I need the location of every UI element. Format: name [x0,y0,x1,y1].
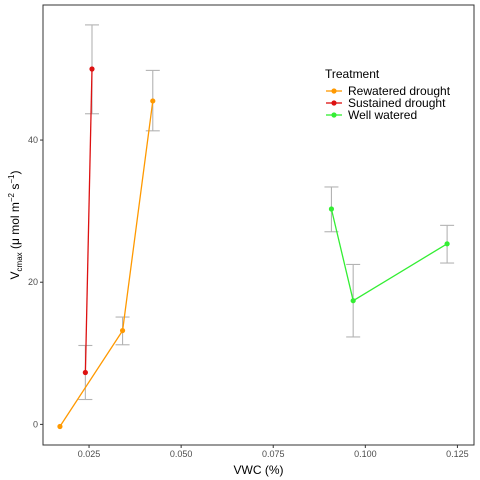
legend-label: Well watered [348,108,417,122]
y-axis-title-mid: (μ mol m [8,202,22,252]
data-point [350,298,356,304]
legend-label: Rewatered drought [348,84,451,98]
series-points [57,66,450,430]
x-axis: 0.025 0.050 0.075 0.100 0.125 [78,445,469,459]
y-axis-title-sup2: −1 [7,174,16,184]
legend-key-point [331,100,337,106]
y-axis-title-sup1: −2 [7,192,16,202]
data-point [89,66,95,72]
plot-panel-border [42,4,475,446]
y-axis-title-base: V [8,271,22,279]
y-axis-title-sub: cmax [15,252,24,271]
data-point [57,423,63,430]
data-point [150,98,156,104]
y-axis-title-mid2: s [8,184,22,193]
y-axis-title: Vcmax (μ mol m−2 s−1) [7,171,24,280]
legend-key-point [331,88,337,94]
y-axis: 0 20 40 [28,135,43,429]
x-axis-title: VWC (%) [234,463,284,477]
x-tick-label: 0.050 [170,449,193,459]
legend-key-point [331,112,337,118]
legend-label: Sustained drought [348,96,446,110]
y-axis-title-end: ) [8,171,22,175]
x-tick-label: 0.075 [262,449,285,459]
x-tick-label: 0.025 [78,449,101,459]
x-tick-label: 0.125 [446,449,469,459]
legend-title: Treatment [325,67,380,81]
x-tick-label: 0.100 [354,449,377,459]
series-line [84,68,93,373]
y-tick-label: 20 [28,277,38,287]
y-tick-label: 0 [33,419,38,429]
y-tick-label: 40 [28,135,38,145]
data-point [444,241,450,247]
data-point [119,327,126,334]
data-point [328,206,335,212]
data-point [82,369,88,376]
